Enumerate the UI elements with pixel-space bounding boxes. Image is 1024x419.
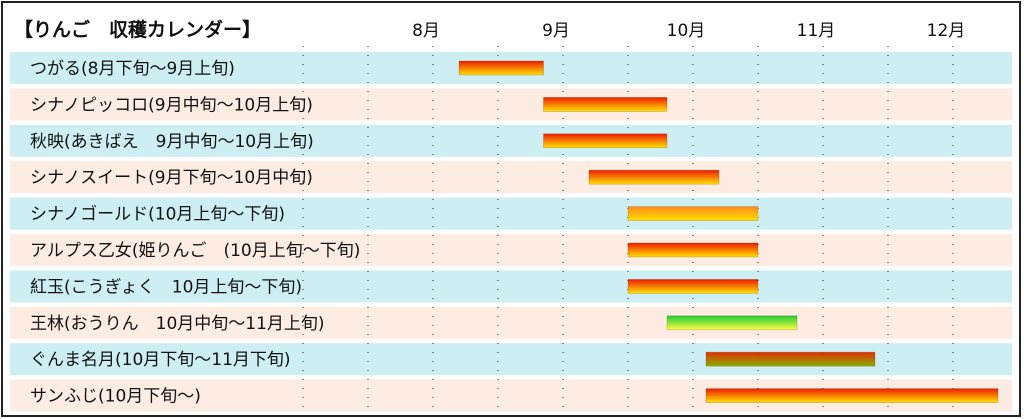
variety-label: 紅玉(こうぎょく 10月上旬～下旬)	[30, 277, 302, 297]
variety-label: ぐんま名月(10月下旬～11月下旬)	[30, 350, 291, 370]
chart-title: 【りんご 収穫カレンダー】	[14, 18, 261, 41]
variety-label: シナノピッコロ(9月中旬～10月上旬)	[30, 95, 313, 115]
harvest-bar	[666, 315, 798, 331]
harvest-bar	[627, 279, 759, 294]
harvest-bar	[543, 133, 668, 149]
row-background	[10, 306, 1012, 339]
month-label: 9月	[542, 21, 570, 41]
variety-label: 王林(おうりん 10月中旬～11月上旬)	[30, 314, 325, 334]
harvest-bar	[627, 206, 759, 221]
harvest-bar	[705, 388, 999, 403]
month-label: 11月	[797, 21, 836, 41]
variety-label: サンふじ(10月下旬～)	[30, 387, 201, 407]
variety-label: シナノゴールド(10月上旬～下旬)	[30, 204, 285, 225]
row-background	[10, 197, 1012, 230]
harvest-bar	[458, 60, 544, 76]
harvest-bar	[543, 97, 668, 112]
row-background	[10, 234, 1012, 266]
variety-label: 秋映(あきばえ 9月中旬～10月上旬)	[30, 132, 314, 152]
month-label: 8月	[412, 21, 440, 41]
row-background	[10, 124, 1012, 157]
harvest-bar	[588, 169, 720, 185]
month-label: 10月	[667, 21, 706, 41]
row-background	[10, 270, 1012, 303]
harvest-bar	[705, 351, 876, 367]
row-background	[10, 88, 1012, 121]
harvest-bar	[627, 242, 759, 258]
row-background	[10, 161, 1012, 194]
month-label: 12月	[927, 21, 966, 41]
variety-label: シナノスイート(9月下旬～10月中旬)	[30, 168, 313, 188]
variety-label: つがる(8月下旬～9月上旬)	[30, 59, 235, 79]
variety-label: アルプス乙女(姫りんご (10月上旬～下旬)	[30, 241, 360, 261]
